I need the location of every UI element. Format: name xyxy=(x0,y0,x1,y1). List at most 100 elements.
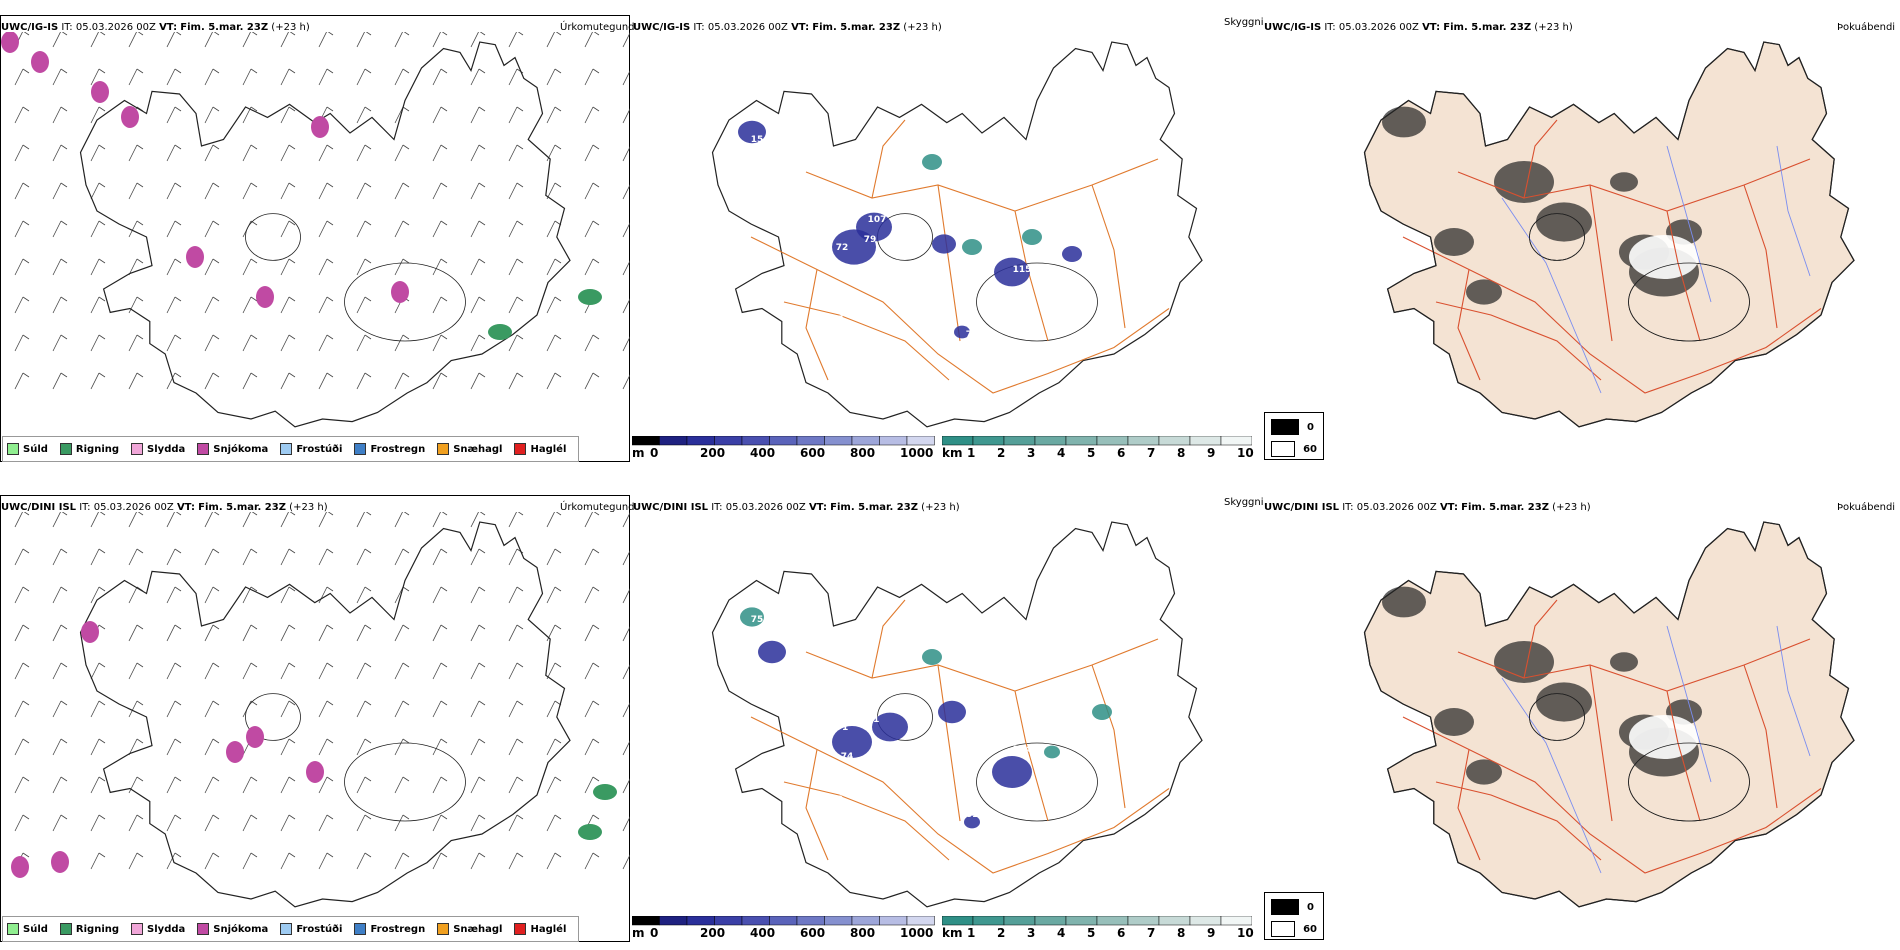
wind-barb-flag xyxy=(22,106,30,112)
road-network xyxy=(1402,599,1822,874)
vt-label: VT: xyxy=(159,22,178,33)
wind-barb xyxy=(356,296,366,314)
precip-type-legend: Súld Rigning Slydda Snjókoma Frostúði Frostre… xyxy=(2,436,580,462)
wind-barb xyxy=(546,738,556,756)
road-line xyxy=(783,301,950,381)
wind-barb-flag xyxy=(364,182,372,188)
wind-barb xyxy=(394,220,404,238)
wind-barb xyxy=(280,220,290,238)
wind-barb-flag xyxy=(402,624,410,630)
wind-barb-flag xyxy=(60,738,68,744)
cloud-value-label: 107 xyxy=(868,215,887,225)
road-line xyxy=(1589,184,1613,342)
colorbar-tick: 3 xyxy=(1027,926,1036,940)
wind-barb-flag xyxy=(516,258,524,264)
colorbar-tick: 8 xyxy=(1177,446,1186,460)
colorbar-segment xyxy=(1189,916,1222,926)
fog-area xyxy=(1536,682,1592,722)
colorbar-tick: 6 xyxy=(1117,446,1126,460)
wind-barb xyxy=(280,662,290,680)
legend-swatch xyxy=(437,923,450,935)
wind-barb xyxy=(622,222,630,238)
wind-barb-flag xyxy=(212,700,220,706)
wind-barb xyxy=(318,738,328,756)
colorbar-segment xyxy=(1158,916,1191,926)
wind-barb-flag xyxy=(136,738,144,744)
wind-barb-flag xyxy=(22,296,30,302)
precip-areas xyxy=(1,32,602,340)
wind-barb xyxy=(470,106,480,124)
wind-barb xyxy=(356,700,366,718)
wind-barb xyxy=(128,144,138,162)
wind-barb xyxy=(356,548,366,566)
fraction-legend: 0 60 xyxy=(1264,412,1324,460)
colorbar-segment xyxy=(632,916,660,926)
wind-barb-flag xyxy=(174,548,182,554)
wind-barb xyxy=(318,144,328,162)
wind-barb xyxy=(166,144,176,162)
fog-area xyxy=(1610,172,1638,192)
wind-barb xyxy=(394,586,404,604)
wind-barb xyxy=(432,220,442,238)
snow-area xyxy=(226,741,244,763)
wind-barb xyxy=(508,220,518,238)
wind-barb xyxy=(204,144,214,162)
wind-barb-flag xyxy=(250,258,258,264)
wind-barb xyxy=(584,700,594,718)
wind-barb xyxy=(432,738,442,756)
iceland-coastline xyxy=(79,41,571,428)
wind-barb-flag xyxy=(440,548,448,554)
wind-barb xyxy=(318,512,327,528)
wind-barb xyxy=(280,68,290,86)
snow-area xyxy=(391,281,409,303)
cloud-area xyxy=(832,229,876,265)
wind-barb xyxy=(14,700,24,718)
wind-barb xyxy=(584,662,594,680)
wind-barb xyxy=(394,182,404,200)
panel-header: UWC/DINI ISL IT: 05.03.2026 00Z VT: Fim.… xyxy=(633,502,960,513)
road-line xyxy=(805,269,829,381)
wind-barb xyxy=(356,32,365,48)
wind-barb-flag xyxy=(98,814,106,820)
legend-swatch xyxy=(131,923,144,935)
wind-barb xyxy=(584,738,594,756)
wind-barb-flag xyxy=(98,68,106,74)
wind-barb-flag xyxy=(174,334,182,340)
colorbar-segment xyxy=(714,436,743,446)
legend-label: Súld xyxy=(23,443,48,455)
wind-barb xyxy=(204,182,214,200)
wind-barb-flag xyxy=(517,32,524,36)
wind-barb xyxy=(508,334,518,352)
wind-barb-flag xyxy=(440,68,448,74)
wind-barb-flag xyxy=(440,106,448,112)
colorbar-segment xyxy=(796,916,825,926)
wind-barb-flag xyxy=(136,700,144,706)
colorbar-segment xyxy=(824,916,853,926)
colorbar-tick: 10 xyxy=(1237,446,1254,460)
cloud-value-label: 79 xyxy=(864,235,877,245)
wind-barb-flag xyxy=(554,738,562,744)
wind-barb-flag xyxy=(516,624,524,630)
cloud-value-label: 75 xyxy=(751,615,764,625)
wind-barb xyxy=(546,32,555,48)
wind-barb xyxy=(166,738,176,756)
panel-title-visibility: Skyggni xyxy=(1224,497,1264,508)
wind-barb xyxy=(128,334,138,352)
legend-label: Rigning xyxy=(75,923,120,935)
wind-barb-flag xyxy=(22,334,30,340)
wind-barb-flag xyxy=(554,334,562,340)
wind-barb xyxy=(470,662,480,680)
wind-barb xyxy=(622,854,630,870)
cloud-areas xyxy=(738,120,1082,339)
wind-barb-flag xyxy=(516,738,524,744)
wind-barb-flag xyxy=(22,624,30,630)
wind-barb xyxy=(52,624,62,642)
wind-barb xyxy=(470,68,480,86)
lead-time: (+23 h) xyxy=(903,22,942,33)
wind-barb xyxy=(622,626,630,642)
wind-barb xyxy=(242,814,252,832)
wind-barb-flag xyxy=(250,182,258,188)
wind-barb-flag xyxy=(22,662,30,668)
wind-barb xyxy=(356,776,366,794)
wind-barb-flag xyxy=(213,32,220,36)
